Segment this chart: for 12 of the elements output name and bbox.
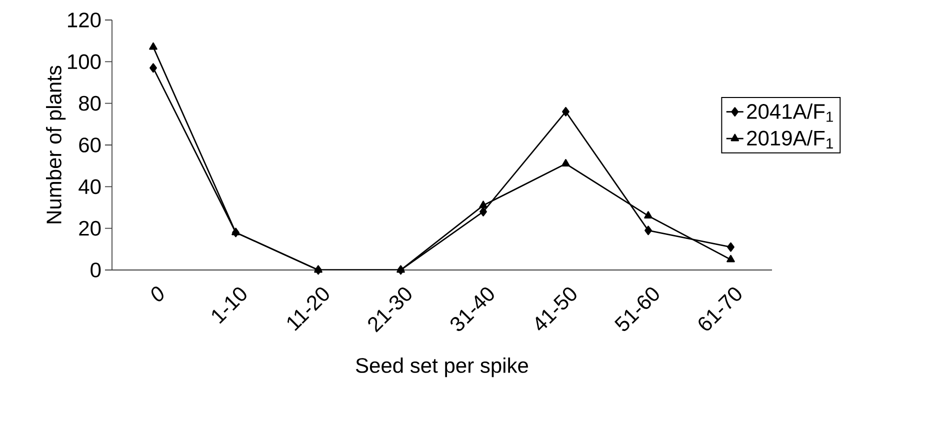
legend-label: 2041A/F$_{1}$ bbox=[747, 103, 833, 122]
x-tick-label: 0 bbox=[151, 286, 164, 302]
y-tick-label: 40 bbox=[78, 179, 101, 194]
y-tick-label: 80 bbox=[79, 96, 101, 111]
y-tick-label: 100 bbox=[68, 54, 101, 70]
legend-label: 2019A/F$_{1}$ bbox=[747, 130, 833, 148]
y-tick-label: 120 bbox=[68, 12, 101, 28]
x-axis-title: Seed set per spike bbox=[356, 358, 528, 378]
y-tick-label: 0 bbox=[90, 262, 101, 278]
y-axis-title: Number of plants bbox=[46, 66, 66, 224]
y-tick-label: 60 bbox=[79, 138, 101, 152]
y-tick-label: 20 bbox=[79, 220, 101, 236]
